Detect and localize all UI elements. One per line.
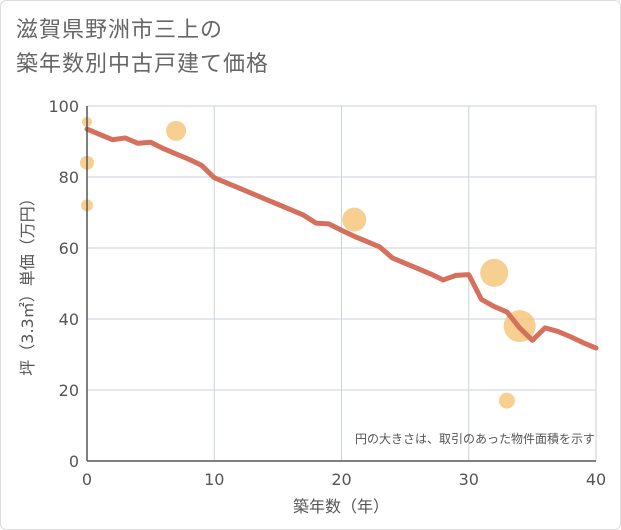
y-tick-label-60: 60 [59, 239, 79, 258]
bubble-size-note: 円の大きさは、取引のあった物件面積を示す [355, 431, 595, 446]
bubble-3 [166, 120, 187, 141]
y-tick-label-100: 100 [48, 97, 79, 116]
x-tick-label-30: 30 [459, 470, 479, 489]
chart-title-line-2: 築年数別中古戸建て価格 [16, 52, 270, 77]
x-tick-label-40: 40 [586, 470, 606, 489]
chart-title-line-1: 滋賀県野洲市三上の [16, 18, 224, 43]
grid-lines [87, 105, 597, 461]
x-tick-label-20: 20 [331, 470, 351, 489]
y-tick-label-0: 0 [69, 452, 79, 471]
x-tick-label-10: 10 [204, 470, 224, 489]
series-line-0 [84, 126, 599, 351]
y-tick-label-20: 20 [59, 381, 79, 400]
chart-title: 滋賀県野洲市三上の 築年数別中古戸建て価格 [16, 14, 269, 82]
x-tick-label-0: 0 [82, 470, 92, 489]
y-tick-label-40: 40 [59, 310, 79, 329]
x-axis-label: 築年数（年） [293, 497, 389, 516]
y-tick-label-80: 80 [59, 168, 79, 187]
y-axis-label: 坪（3.3㎡）単価（万円） [18, 190, 37, 375]
bubble-4 [342, 207, 367, 232]
bubble-6 [498, 392, 515, 409]
transaction-bubbles [80, 116, 536, 409]
bubble-5 [480, 258, 509, 287]
axes [86, 106, 596, 462]
tick-labels: 0 20 40 60 80 100 0 10 20 30 40 [48, 97, 606, 489]
price-line [84, 126, 599, 351]
